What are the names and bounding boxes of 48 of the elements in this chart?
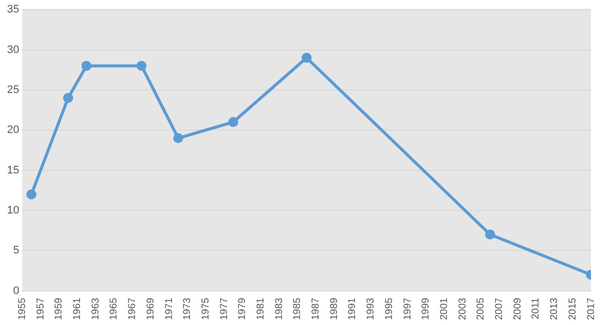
x-tick-label: 1995 — [384, 297, 395, 320]
x-tick-label: 1975 — [200, 297, 212, 320]
point — [302, 52, 312, 63]
x-tick-label: 1955 — [16, 297, 28, 320]
y-tick-label: 5 — [13, 244, 20, 257]
x-tick-label: 1993 — [366, 297, 377, 320]
y-tick-label: 20 — [6, 124, 20, 136]
x-tick-label: 1977 — [218, 297, 230, 320]
x-tick-label: 1979 — [237, 297, 248, 320]
x-tick-label: 2009 — [512, 297, 524, 320]
x-tick-label: 1971 — [164, 297, 175, 320]
x-tick-label: 2005 — [476, 297, 487, 320]
y-tick-label: 0 — [13, 284, 20, 297]
y-tick-label: 10 — [6, 204, 20, 216]
x-tick-label: 1959 — [54, 297, 65, 320]
x-tick-label: 1997 — [402, 297, 414, 320]
y-tick-label: 35 — [6, 4, 20, 16]
x-tick-label: 1985 — [292, 297, 304, 320]
y-tick-label: 15 — [6, 164, 20, 176]
x-tick-label: 2015 — [567, 297, 578, 320]
x-tick-label: 1965 — [108, 297, 120, 320]
point — [485, 230, 496, 240]
x-tick-label: 1981 — [256, 297, 266, 320]
x-tick-label: 1973 — [182, 297, 194, 320]
x-tick-label: 2013 — [549, 297, 560, 320]
x-tick-label: 1983 — [274, 297, 285, 320]
x-tick-label: 1987 — [310, 297, 322, 320]
x-tick-label: 2011 — [530, 297, 542, 320]
point — [228, 117, 238, 128]
y-tick-label: 30 — [6, 44, 20, 56]
point — [136, 60, 146, 71]
point — [63, 92, 74, 103]
x-tick-label: 1967 — [127, 297, 138, 320]
x-tick-label: 1963 — [90, 297, 102, 320]
x-tick-label: 2007 — [494, 297, 506, 320]
point — [81, 60, 92, 71]
x-tick-label: 2017 — [586, 297, 597, 320]
x-tick-label: 1989 — [328, 297, 340, 320]
x-tick-label: 2003 — [457, 297, 468, 320]
x-tick-label: 2001 — [438, 297, 450, 320]
y-tick-label: 25 — [6, 84, 20, 96]
point — [173, 133, 184, 144]
x-tick-label: 1957 — [35, 297, 46, 320]
x-tick-label: 1999 — [420, 297, 432, 320]
x-tick-label: 1961 — [72, 297, 84, 320]
point — [26, 189, 36, 200]
x-tick-label: 1991 — [347, 297, 358, 320]
x-tick-label: 1969 — [145, 297, 156, 320]
